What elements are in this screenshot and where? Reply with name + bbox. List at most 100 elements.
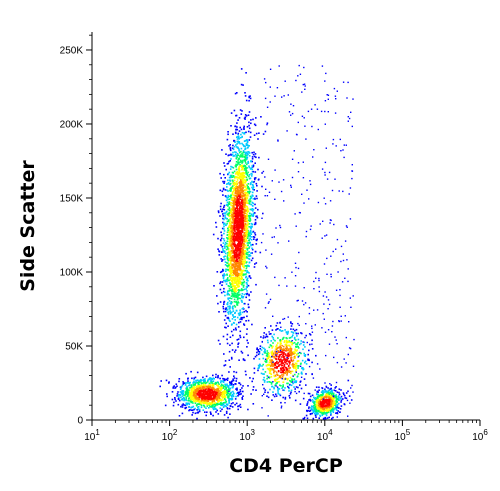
data-point xyxy=(239,239,241,242)
data-point xyxy=(279,360,281,363)
data-point xyxy=(227,301,229,304)
data-point xyxy=(243,226,246,228)
data-point xyxy=(209,395,211,398)
data-point xyxy=(273,357,276,359)
data-point xyxy=(185,382,187,384)
data-point xyxy=(243,204,246,206)
data-point xyxy=(283,340,286,342)
data-point xyxy=(245,212,248,215)
data-point xyxy=(247,207,249,210)
data-point xyxy=(228,402,230,404)
data-point xyxy=(239,219,241,222)
data-point xyxy=(223,232,225,235)
data-point xyxy=(245,276,247,279)
data-point xyxy=(330,396,333,398)
data-point xyxy=(223,162,225,164)
data-point xyxy=(243,293,246,296)
data-point xyxy=(282,384,284,386)
data-point xyxy=(271,353,273,356)
data-point xyxy=(192,402,194,404)
data-point xyxy=(327,405,330,407)
data-point xyxy=(295,364,298,367)
data-point xyxy=(345,397,348,400)
data-point xyxy=(248,265,250,268)
data-point xyxy=(271,368,274,370)
data-point xyxy=(228,297,231,299)
data-point xyxy=(203,382,205,384)
data-point xyxy=(241,205,243,208)
data-point xyxy=(225,326,227,329)
data-point xyxy=(294,399,297,402)
data-point xyxy=(320,397,322,399)
data-point xyxy=(329,397,332,399)
data-point xyxy=(226,189,228,192)
data-point xyxy=(281,349,284,351)
data-point xyxy=(266,350,269,352)
data-point xyxy=(243,231,246,234)
data-point xyxy=(172,386,175,388)
data-point xyxy=(220,381,222,384)
data-point xyxy=(328,397,330,400)
data-point xyxy=(328,404,331,407)
data-point xyxy=(244,254,246,256)
data-point xyxy=(249,242,251,244)
data-point xyxy=(235,220,238,222)
data-point xyxy=(235,287,238,289)
data-point xyxy=(197,408,200,410)
data-point xyxy=(239,256,242,258)
data-point xyxy=(227,313,230,315)
data-point xyxy=(323,411,326,414)
data-point xyxy=(281,387,283,389)
data-point xyxy=(217,211,220,214)
data-point xyxy=(191,391,193,393)
data-point xyxy=(233,269,235,272)
data-point xyxy=(292,331,294,334)
data-point xyxy=(251,158,254,160)
data-point xyxy=(286,382,288,385)
data-point xyxy=(186,394,189,396)
data-point xyxy=(292,328,295,331)
data-point xyxy=(253,134,256,136)
data-point xyxy=(314,412,316,415)
data-point xyxy=(242,151,244,154)
data-point xyxy=(189,384,191,386)
data-point xyxy=(231,280,233,283)
data-point xyxy=(193,381,196,383)
data-point xyxy=(239,126,241,129)
data-point xyxy=(244,148,246,151)
data-point xyxy=(188,394,190,397)
data-point xyxy=(231,277,234,279)
data-point xyxy=(238,141,240,144)
data-point xyxy=(332,397,335,399)
data-point xyxy=(246,233,248,235)
data-point xyxy=(231,174,233,177)
data-point xyxy=(207,400,209,402)
data-point xyxy=(314,408,316,410)
data-point xyxy=(224,398,226,400)
data-point xyxy=(246,144,249,146)
data-point xyxy=(185,396,187,398)
data-point xyxy=(277,361,280,364)
data-point xyxy=(331,400,333,403)
data-point xyxy=(181,384,184,387)
data-point xyxy=(245,293,247,295)
data-point xyxy=(297,373,300,375)
data-point xyxy=(253,238,255,240)
data-point xyxy=(235,224,238,227)
data-point xyxy=(211,394,214,397)
data-point xyxy=(225,410,228,413)
data-point xyxy=(245,239,247,241)
data-point xyxy=(238,136,240,139)
data-point xyxy=(239,196,241,199)
data-point xyxy=(249,200,252,202)
data-point xyxy=(228,160,230,163)
data-point xyxy=(236,188,239,191)
data-point xyxy=(230,286,232,288)
data-point xyxy=(237,274,240,277)
data-point xyxy=(232,218,234,220)
data-point xyxy=(267,352,269,354)
data-point xyxy=(315,398,317,401)
data-point xyxy=(238,405,240,407)
data-point xyxy=(244,164,246,167)
data-point xyxy=(222,307,225,310)
